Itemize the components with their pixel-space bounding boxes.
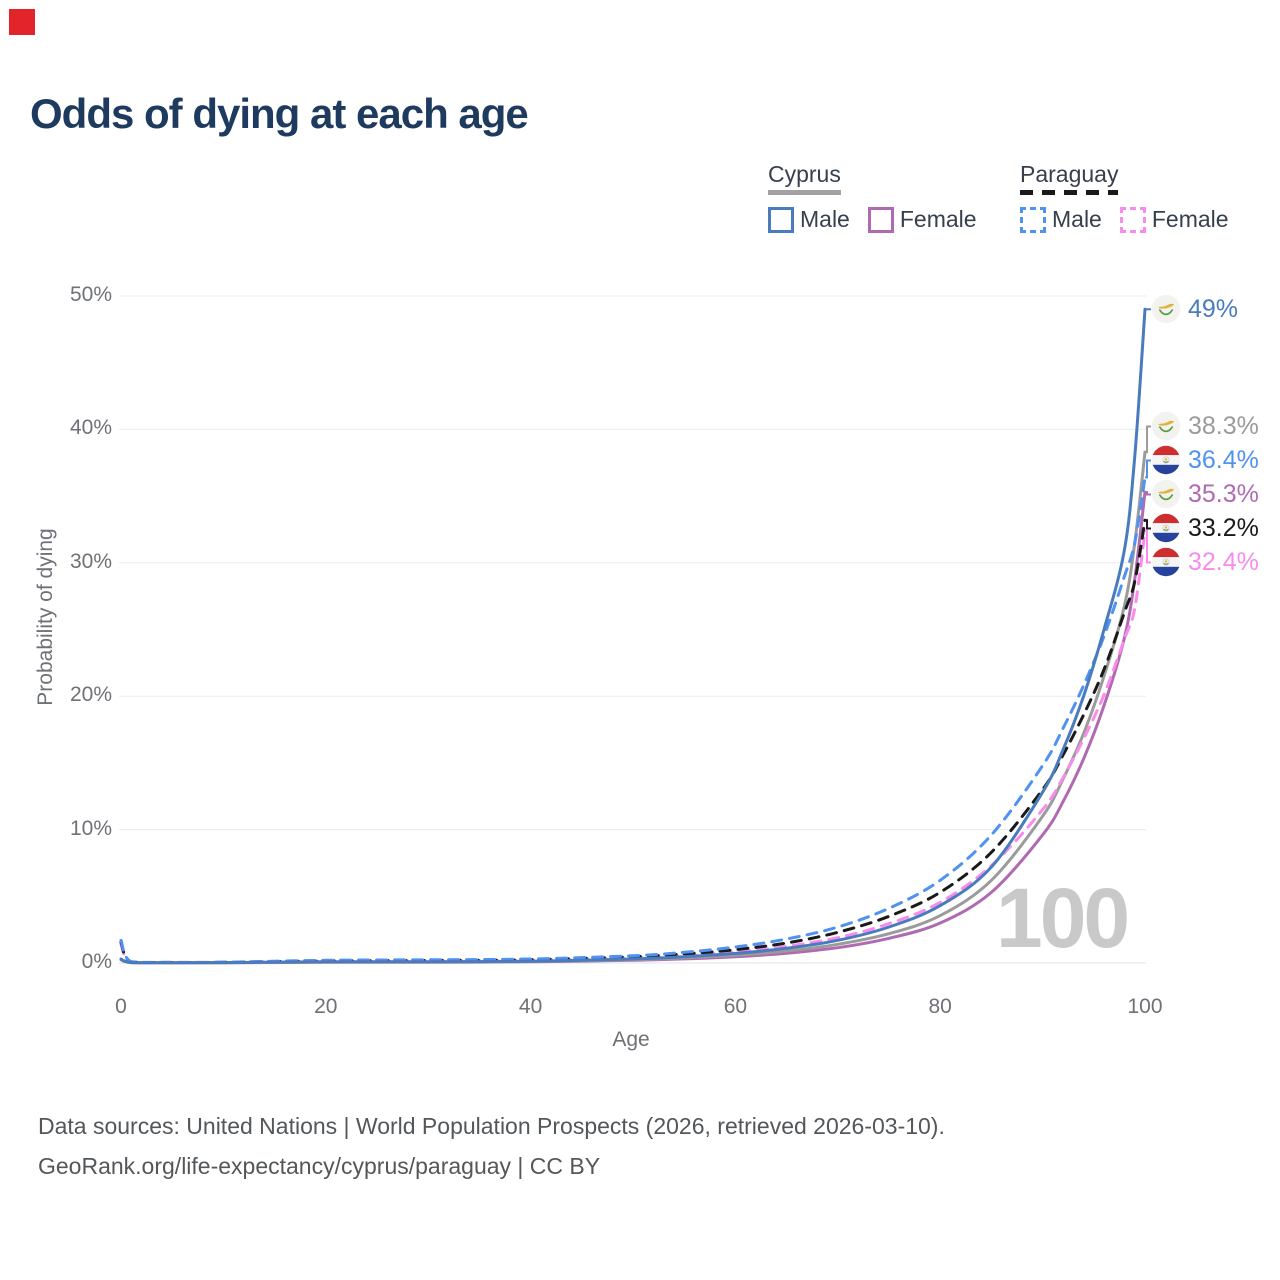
y-tick-label-40: 40% (69, 416, 112, 440)
series-line-paraguay-male (119, 475, 1147, 964)
legend-country-linestyle-solid (768, 190, 841, 195)
end-label-cyprus-male: 49% (1151, 294, 1238, 324)
legend-swatch-paraguay-male[interactable] (1020, 206, 1046, 233)
legend-country-label-cyprus[interactable]: Cyprus (768, 161, 841, 197)
legend-swatch-paraguay-female[interactable] (1119, 206, 1146, 233)
cyprus-flag-icon (1151, 411, 1181, 441)
y-tick-label-50: 50% (69, 283, 112, 306)
end-label-cyprus-both-sexes: 38.3% (1151, 411, 1259, 441)
end-label-paraguay-both-sexes: 33.2% (1151, 513, 1259, 543)
x-tick-label-40: 40 (518, 995, 543, 1018)
end-label-value: 49% (1188, 295, 1239, 323)
connector-cyprus-both-sexes (1145, 425, 1151, 454)
cyprus-flag-icon (1151, 479, 1181, 509)
connector-cyprus-female (1145, 491, 1151, 496)
legend-group-cyprus: Cyprus Male Female (768, 161, 995, 233)
end-label-value: 36.4% (1188, 446, 1259, 474)
end-label-cyprus-female: 35.3% (1151, 479, 1259, 509)
series-line-cyprus-male (119, 307, 1147, 965)
legend-item-label-paraguay-male[interactable]: Male (1052, 206, 1102, 232)
x-tick-label-0: 0 (115, 995, 127, 1018)
end-label-paraguay-female: 32.4% (1151, 547, 1259, 577)
end-label-connectors (1145, 308, 1151, 564)
legend-group-paraguay: Paraguay Male Female (1020, 161, 1247, 233)
footer-data-sources: Data sources: United Nations | World Pop… (38, 1113, 945, 1139)
paraguay-flag-icon (1151, 547, 1181, 577)
paraguay-flag-icon (1151, 513, 1181, 543)
gridlines (119, 295, 1146, 964)
paraguay-flag-icon (1151, 445, 1181, 475)
y-tick-label-10: 10% (69, 816, 112, 840)
series-lines (119, 307, 1147, 965)
legend-country-linestyle-dashed (1020, 190, 1119, 195)
connector-paraguay-female (1145, 529, 1151, 564)
footer-attribution: GeoRank.org/life-expectancy/cyprus/parag… (38, 1153, 601, 1179)
legend-country-label-paraguay[interactable]: Paraguay (1020, 161, 1119, 197)
x-tick-label-60: 60 (723, 995, 748, 1018)
end-label-value: 38.3% (1188, 412, 1259, 440)
end-label-paraguay-male: 36.4% (1151, 445, 1259, 475)
x-tick-label-20: 20 (314, 995, 338, 1018)
legend-item-label-paraguay-female[interactable]: Female (1151, 206, 1229, 232)
series-line-paraguay-female (119, 529, 1147, 965)
end-label-value: 35.3% (1188, 480, 1259, 508)
footer: Data sources: United Nations | World Pop… (38, 1106, 945, 1186)
y-tick-label-30: 30% (69, 549, 112, 573)
connector-paraguay-both-sexes (1145, 519, 1151, 530)
legend-swatch-cyprus-female[interactable] (867, 206, 894, 233)
legend: Cyprus Male Female Paraguay Male Female (0, 161, 1280, 241)
legend-item-label-cyprus-female[interactable]: Female (899, 206, 977, 232)
age-counter-watermark: 100 (996, 871, 1130, 965)
x-tick-label-100: 100 (1127, 995, 1163, 1018)
chart-title: Odds of dying at each age (30, 90, 529, 137)
series-line-paraguay-both-sexes (119, 518, 1147, 965)
legend-swatch-cyprus-male[interactable] (768, 206, 794, 233)
corner-artifact-mark (9, 9, 35, 35)
x-axis-title: Age (612, 1028, 650, 1051)
series-line-cyprus-both-sexes (119, 450, 1147, 965)
y-tick-label-0: 0% (81, 950, 112, 973)
x-tick-label-80: 80 (928, 995, 952, 1018)
legend-item-label-cyprus-male[interactable]: Male (800, 206, 850, 232)
connector-paraguay-male (1145, 459, 1151, 479)
end-label-value: 32.4% (1188, 548, 1259, 576)
y-tick-label-20: 20% (69, 683, 112, 707)
cyprus-flag-icon (1151, 294, 1181, 324)
end-label-value: 33.2% (1188, 514, 1259, 542)
